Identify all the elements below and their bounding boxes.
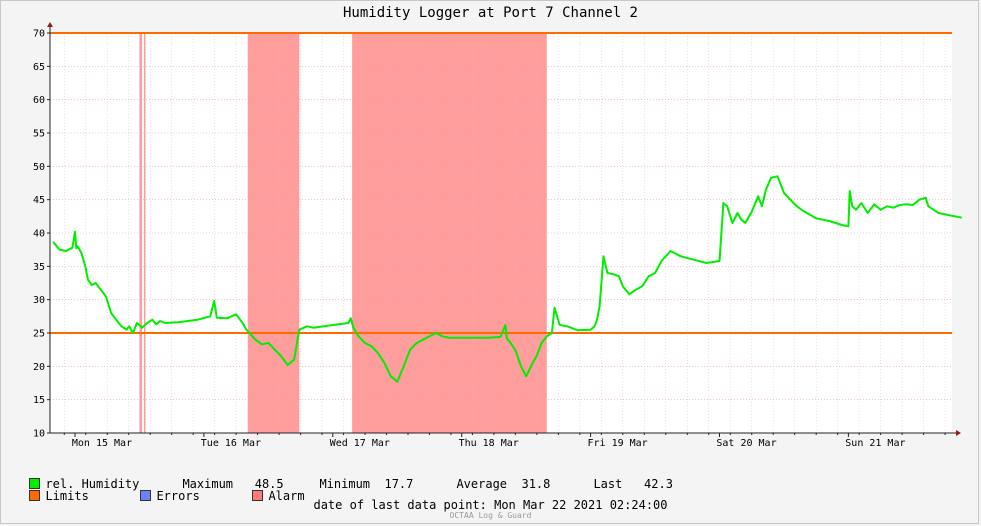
humidity-series-line (52, 175, 962, 383)
humidity-swatch (29, 478, 41, 489)
limits-legend-label: Limits (45, 489, 89, 503)
y-tick-label: 50 (33, 162, 45, 173)
y-tick-label: 60 (33, 95, 45, 106)
avg-value: 31.8 (521, 477, 551, 491)
avg-label: Average (456, 477, 508, 491)
credit-text: OCTAA Log & Guard (449, 511, 532, 520)
x-tick-label: Mon 15 Mar (72, 438, 132, 449)
y-tick-label: 70 (33, 29, 45, 40)
legend-row-1: rel. Humidity (15, 463, 139, 491)
last-value: 42.3 (644, 477, 673, 491)
legend-errors: Errors (126, 475, 200, 503)
max-value: 48.5 (254, 477, 284, 491)
x-tick-label: Thu 18 Mar (459, 438, 519, 449)
legend-limits: Limits (15, 475, 89, 503)
x-tick-label: Wed 17 Mar (330, 438, 390, 449)
x-tick-label: Tue 16 Mar (201, 438, 261, 449)
y-tick-label: 20 (33, 362, 45, 373)
stat-last: Last 42.3 (579, 463, 673, 491)
x-tick-label: Sat 20 Mar (716, 438, 776, 449)
stat-maximum: Maximum 48.5 (168, 463, 284, 491)
alarm-span (143, 33, 146, 433)
stat-minimum: Minimum 17.7 (305, 463, 413, 491)
min-value: 17.7 (384, 477, 414, 491)
y-tick-label: 10 (33, 429, 45, 440)
y-axis-arrow (47, 22, 53, 27)
last-data-point: date of last data point: Mon Mar 22 2021… (0, 498, 981, 512)
last-point-value: Mon Mar 22 2021 02:24:00 (494, 498, 668, 512)
last-label: Last (593, 477, 623, 491)
humidity-legend-label: rel. Humidity (45, 477, 140, 491)
alarm-swatch (252, 490, 264, 501)
alarm-legend-label: Alarm (268, 489, 305, 503)
y-tick-label: 45 (33, 195, 45, 206)
y-tick-label: 35 (33, 262, 45, 273)
stat-average: Average 31.8 (442, 463, 550, 491)
errors-legend-label: Errors (156, 489, 200, 503)
chart-title: Humidity Logger at Port 7 Channel 2 (342, 5, 638, 21)
max-label: Maximum (182, 477, 234, 491)
y-tick-label: 40 (33, 229, 45, 240)
legend-alarm: Alarm (238, 475, 305, 503)
min-label: Minimum (319, 477, 371, 491)
x-tick-label: Fri 19 Mar (587, 438, 647, 449)
x-axis-arrow (956, 430, 961, 436)
errors-swatch (140, 490, 152, 501)
y-tick-label: 15 (33, 395, 45, 406)
x-tick-label: Sun 21 Mar (845, 438, 905, 449)
limits-swatch (29, 490, 41, 501)
y-tick-label: 30 (33, 295, 45, 306)
y-tick-label: 55 (33, 129, 45, 140)
y-tick-label: 65 (33, 62, 45, 73)
alarm-span (247, 33, 300, 433)
y-tick-label: 25 (33, 329, 45, 340)
last-point-label: date of last data point: (313, 498, 487, 512)
